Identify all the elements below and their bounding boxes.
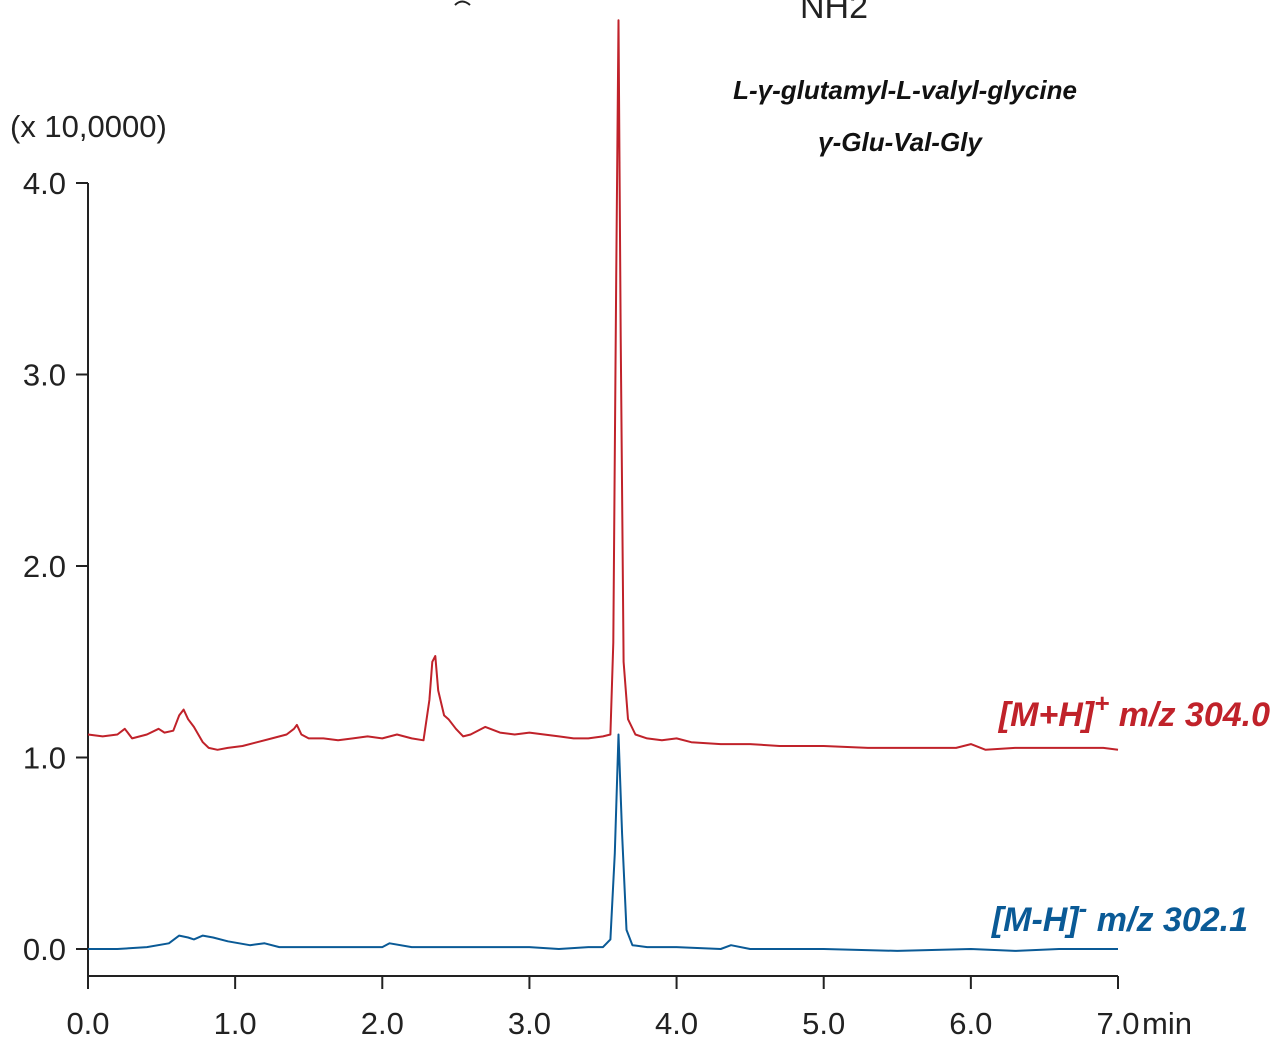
y-tick-label: 2.0 — [23, 549, 66, 584]
y-axis-ticks: 0.0 1.0 2.0 3.0 4.0 — [23, 166, 88, 967]
compound-name: L-γ-glutamyl-L-valyl-glycine — [733, 75, 1077, 105]
compound-abbrev: γ-Glu-Val-Gly — [818, 127, 983, 157]
series-label-positive-mz: m/z 304.0 — [1119, 696, 1270, 734]
x-tick-label: 5.0 — [802, 1006, 845, 1041]
series-label-positive: [M+H]+ m/z 304.0 — [998, 688, 1270, 734]
series-label-negative-main: [M-H] — [991, 901, 1081, 939]
series-label-positive-sup: + — [1094, 688, 1109, 718]
series-label-negative-space — [1087, 901, 1096, 939]
x-tick-label: 2.0 — [361, 1006, 404, 1041]
series-label-negative-mz: m/z 302.1 — [1097, 901, 1248, 939]
series-label-negative: [M-H]- m/z 302.1 — [991, 893, 1248, 939]
x-tick-label: 1.0 — [214, 1006, 257, 1041]
y-tick-label: 1.0 — [23, 741, 66, 776]
y-tick-label: 3.0 — [23, 358, 66, 393]
series-label-negative-sup: - — [1079, 893, 1088, 923]
series-lines — [87, 19, 1119, 952]
y-unit-label: (x 10,0000) — [10, 109, 167, 144]
x-tick-label: 3.0 — [508, 1006, 551, 1041]
x-tick-label: 0.0 — [66, 1006, 109, 1041]
x-unit-label: min — [1142, 1006, 1192, 1041]
structure-bond — [454, 0, 471, 6]
structure-fragment: NH2 — [800, 0, 868, 26]
x-tick-label: 4.0 — [655, 1006, 698, 1041]
series-label-positive-main: [M+H] — [998, 696, 1096, 734]
y-tick-label: 0.0 — [23, 932, 66, 967]
series-label-positive-space — [1109, 696, 1118, 734]
y-tick-label: 4.0 — [23, 166, 66, 201]
series-line-negative — [88, 733, 1118, 952]
x-tick-label: 7.0 — [1096, 1006, 1139, 1041]
x-axis-ticks: 0.0 1.0 2.0 3.0 4.0 5.0 6.0 7.0 — [66, 976, 1140, 1041]
x-tick-label: 6.0 — [949, 1006, 992, 1041]
series-line-positive — [87, 19, 1119, 751]
